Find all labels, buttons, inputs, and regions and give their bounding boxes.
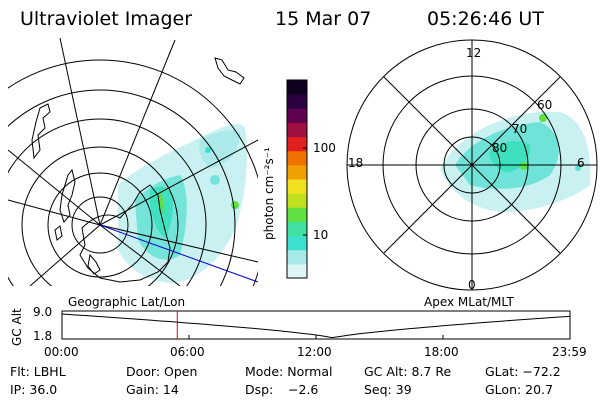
timeline-y-label: GC Alt — [10, 308, 24, 346]
status-mode: Mode: Normal — [245, 364, 333, 379]
status-glon: GLon: 20.7 — [485, 382, 554, 397]
instrument-title: Ultraviolet Imager — [20, 8, 193, 30]
geographic-map — [8, 38, 258, 286]
colorbar-band — [287, 122, 307, 138]
status-ip: IP: 36.0 — [10, 382, 58, 397]
colorbar-band — [287, 179, 307, 194]
status-gain: Gain: 14 — [126, 382, 179, 397]
status-door: Door: Open — [126, 364, 198, 379]
colorbar-band — [287, 193, 307, 208]
timeline-x-tick-3: 18:00 — [424, 345, 459, 359]
colorbar-band — [287, 150, 307, 166]
apex-grid — [346, 39, 598, 291]
mlt-label-6: 6 — [577, 156, 585, 170]
mlat-label-70: 70 — [512, 122, 528, 136]
timeline-x-tick-0: 00:00 — [44, 345, 79, 359]
mlt-label-18: 18 — [348, 156, 364, 170]
status-seq: Seq: 39 — [364, 382, 412, 397]
timeline-x-tick-1: 06:00 — [170, 345, 205, 359]
status-dsp-value: −2.6 — [288, 382, 319, 397]
date-label: 15 Mar 07 — [275, 8, 372, 30]
mlt-label-12: 12 — [466, 46, 482, 60]
status-gc-alt: GC Alt: 8.7 Re — [364, 364, 452, 379]
timeline-x-tick-2: 12:00 — [297, 345, 332, 359]
timeline-plot — [61, 310, 571, 340]
colorbar-band — [287, 263, 307, 279]
timeline-x-tick-4: 23:59 — [552, 345, 587, 359]
status-dsp-label: Dsp: — [245, 382, 274, 397]
colorbar-band — [287, 108, 307, 123]
colorbar — [287, 80, 307, 279]
colorbar-band — [287, 94, 307, 109]
colorbar-band — [287, 221, 307, 237]
colorbar-band — [287, 207, 307, 222]
colorbar-tick-10: 10 — [313, 228, 329, 242]
right-map-caption: Apex MLat/MLT — [424, 295, 514, 309]
left-map-caption: Geographic Lat/Lon — [68, 295, 186, 309]
colorbar-band — [287, 164, 307, 180]
colorbar-tick-100: 100 — [313, 141, 336, 155]
colorbar-band — [287, 235, 307, 251]
timeline-y-tick-low: 1.8 — [33, 329, 53, 343]
mlat-label-80: 80 — [492, 141, 508, 155]
timeline-y-tick-high: 9.0 — [33, 305, 53, 319]
colorbar-band — [287, 249, 307, 265]
colorbar-frame — [286, 79, 308, 279]
time-label: 05:26:46 UT — [427, 8, 544, 30]
colorbar-unit-label: photon cm⁻²s⁻¹ — [262, 147, 276, 240]
aurora-emission-left — [118, 124, 247, 283]
mlt-label-0: 0 — [468, 278, 476, 292]
status-filter: Flt: LBHL — [10, 364, 66, 379]
colorbar-band — [287, 136, 307, 152]
orbit-altitude-curve — [61, 313, 571, 339]
colorbar-band — [287, 80, 307, 95]
mlat-label-60: 60 — [537, 98, 553, 112]
status-glat: GLat: −72.2 — [485, 364, 561, 379]
